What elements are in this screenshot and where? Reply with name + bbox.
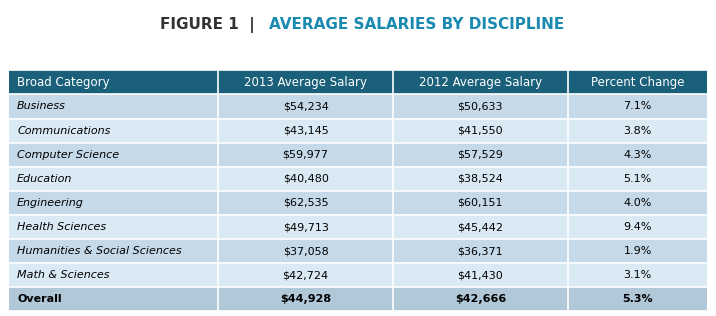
Text: $43,145: $43,145 xyxy=(283,125,329,136)
Bar xyxy=(393,239,568,263)
Bar xyxy=(9,70,218,94)
Bar xyxy=(9,94,218,118)
Bar xyxy=(9,215,218,239)
Bar xyxy=(218,167,393,191)
Bar xyxy=(568,70,707,94)
Bar xyxy=(218,287,393,312)
Text: $59,977: $59,977 xyxy=(283,150,329,160)
Text: FIGURE 1  |: FIGURE 1 | xyxy=(160,17,255,33)
Text: $37,058: $37,058 xyxy=(283,246,329,256)
Bar xyxy=(568,191,707,215)
Text: $54,234: $54,234 xyxy=(283,101,329,112)
Bar xyxy=(393,191,568,215)
Bar xyxy=(218,239,393,263)
Bar xyxy=(393,287,568,312)
Text: 4.3%: 4.3% xyxy=(624,150,652,160)
Bar xyxy=(568,143,707,167)
Text: $57,529: $57,529 xyxy=(458,150,503,160)
Bar xyxy=(218,94,393,118)
Text: 7.1%: 7.1% xyxy=(624,101,652,112)
Text: Math & Sciences: Math & Sciences xyxy=(17,270,110,280)
Bar xyxy=(9,118,218,143)
Text: $44,928: $44,928 xyxy=(280,295,331,304)
Text: 3.8%: 3.8% xyxy=(624,125,652,136)
Bar xyxy=(9,191,218,215)
Text: Education: Education xyxy=(17,174,72,184)
Text: Business: Business xyxy=(17,101,66,112)
Bar xyxy=(218,263,393,287)
Text: $45,442: $45,442 xyxy=(458,222,503,232)
Text: $62,535: $62,535 xyxy=(283,198,329,208)
Text: $41,430: $41,430 xyxy=(458,270,503,280)
Text: Humanities & Social Sciences: Humanities & Social Sciences xyxy=(17,246,182,256)
Text: Broad Category: Broad Category xyxy=(17,76,110,89)
Bar xyxy=(568,263,707,287)
Bar xyxy=(393,70,568,94)
Text: $41,550: $41,550 xyxy=(458,125,503,136)
Text: Health Sciences: Health Sciences xyxy=(17,222,106,232)
Text: Computer Science: Computer Science xyxy=(17,150,119,160)
Bar xyxy=(9,287,218,312)
Text: 3.1%: 3.1% xyxy=(624,270,652,280)
Bar xyxy=(568,287,707,312)
Bar xyxy=(568,118,707,143)
Text: $60,151: $60,151 xyxy=(458,198,503,208)
Bar xyxy=(393,263,568,287)
Text: Engineering: Engineering xyxy=(17,198,84,208)
Text: $50,633: $50,633 xyxy=(458,101,503,112)
Bar xyxy=(218,70,393,94)
Text: $42,666: $42,666 xyxy=(455,295,506,304)
Text: 5.3%: 5.3% xyxy=(622,295,653,304)
Bar xyxy=(218,215,393,239)
Text: AVERAGE SALARIES BY DISCIPLINE: AVERAGE SALARIES BY DISCIPLINE xyxy=(268,17,564,32)
Bar xyxy=(393,215,568,239)
Bar xyxy=(393,94,568,118)
Text: $40,480: $40,480 xyxy=(283,174,329,184)
Bar xyxy=(218,118,393,143)
Bar xyxy=(9,239,218,263)
Bar xyxy=(568,239,707,263)
Bar xyxy=(393,118,568,143)
Text: Communications: Communications xyxy=(17,125,110,136)
Bar xyxy=(568,215,707,239)
Text: Overall: Overall xyxy=(17,295,62,304)
Bar xyxy=(568,167,707,191)
Bar xyxy=(9,167,218,191)
Text: $42,724: $42,724 xyxy=(283,270,329,280)
Text: $38,524: $38,524 xyxy=(458,174,503,184)
Bar xyxy=(393,167,568,191)
Bar xyxy=(9,263,218,287)
Text: 5.1%: 5.1% xyxy=(624,174,652,184)
Text: $36,371: $36,371 xyxy=(458,246,503,256)
Text: 4.0%: 4.0% xyxy=(624,198,652,208)
Text: $49,713: $49,713 xyxy=(283,222,329,232)
Bar xyxy=(393,143,568,167)
Bar xyxy=(9,143,218,167)
Bar xyxy=(568,94,707,118)
Bar xyxy=(218,143,393,167)
Text: 9.4%: 9.4% xyxy=(624,222,652,232)
Bar xyxy=(218,191,393,215)
Text: 2013 Average Salary: 2013 Average Salary xyxy=(244,76,367,89)
Text: 2012 Average Salary: 2012 Average Salary xyxy=(419,76,542,89)
Text: Percent Change: Percent Change xyxy=(591,76,684,89)
Text: 1.9%: 1.9% xyxy=(624,246,652,256)
